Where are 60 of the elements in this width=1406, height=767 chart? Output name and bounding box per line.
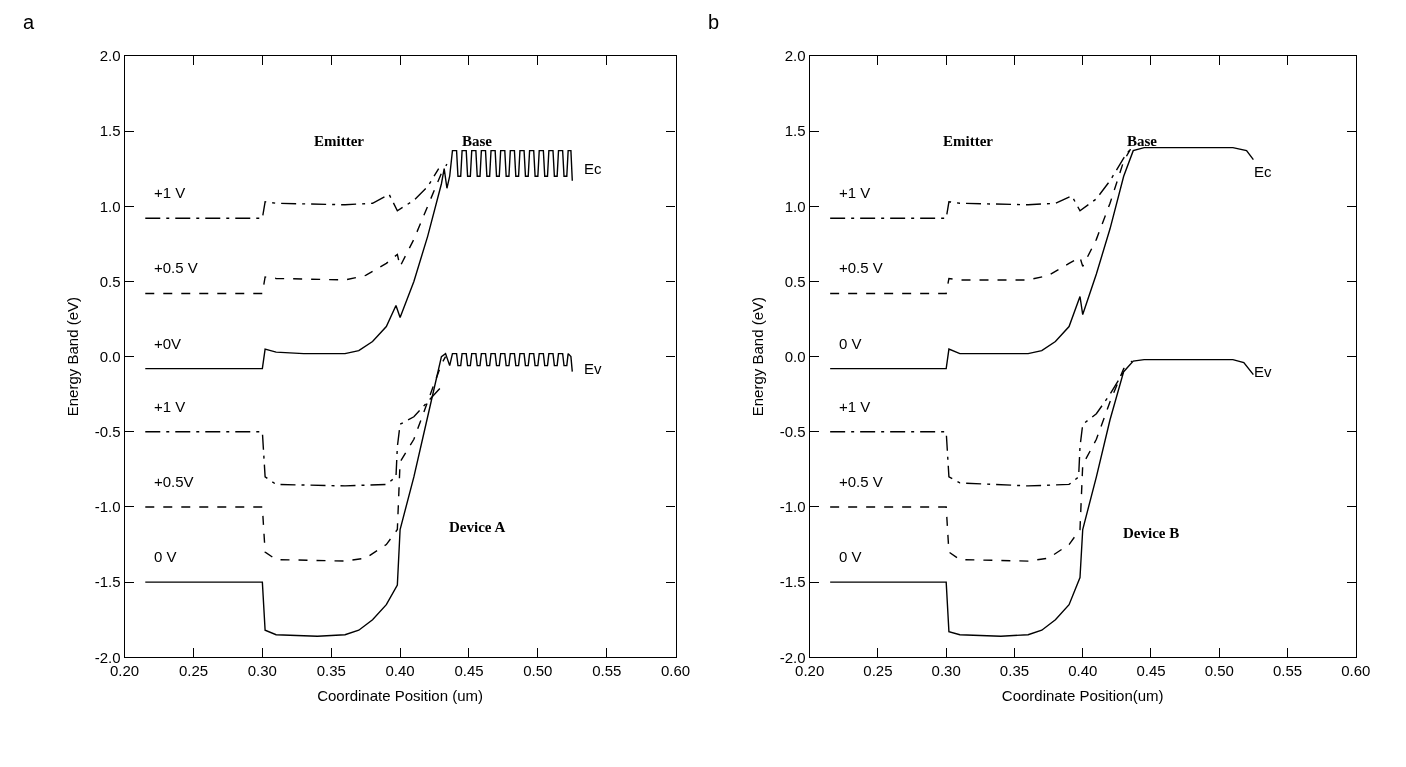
y-tick-label: 0.5	[99, 272, 121, 290]
annotation: Ev	[584, 360, 602, 377]
series-label: +0V	[154, 335, 182, 352]
series-label: 0 V	[154, 548, 177, 565]
series-label: +1 V	[839, 398, 871, 415]
x-axis-title: Coordinate Position(um)	[1001, 687, 1164, 705]
y-tick-label: 1.5	[784, 122, 806, 140]
x-tick-label: 0.55	[592, 662, 622, 680]
y-tick-label: 0.0	[784, 347, 806, 365]
x-tick-label: 0.40	[1068, 662, 1098, 680]
x-tick-label: 0.60	[1341, 662, 1371, 680]
y-tick-label: 2.0	[99, 47, 121, 65]
y-tick-label: 1.0	[784, 197, 806, 215]
y-tick-label: -1.5	[94, 573, 121, 591]
x-tick-label: 0.35	[316, 662, 346, 680]
y-tick-label: -1.5	[779, 573, 806, 591]
chart-title: a	[23, 11, 35, 33]
chart-title: b	[708, 11, 720, 33]
y-tick-label: 1.5	[99, 122, 121, 140]
annotation: Device B	[1123, 525, 1180, 541]
x-tick-label: 0.50	[1204, 662, 1234, 680]
x-tick-label: 0.45	[1136, 662, 1166, 680]
x-tick-label: 0.25	[863, 662, 893, 680]
x-tick-label: 0.30	[931, 662, 961, 680]
series-label: +1 V	[154, 184, 186, 201]
series-label: +0.5 V	[839, 259, 883, 276]
annotation: Device A	[449, 519, 506, 535]
y-tick-label: 0.0	[99, 347, 121, 365]
x-tick-label: 0.25	[178, 662, 209, 680]
series-label: +0.5 V	[154, 259, 198, 276]
y-tick-label: -1.0	[94, 498, 121, 516]
y-tick-label: -1.0	[779, 498, 806, 516]
annotation: Base	[1127, 133, 1158, 149]
y-tick-label: 2.0	[784, 47, 806, 65]
y-tick-label: -0.5	[94, 423, 121, 441]
x-tick-label: 0.50	[523, 662, 553, 680]
y-axis-title: Energy Band (eV)	[63, 297, 81, 417]
annotation: Emitter	[314, 133, 365, 149]
x-tick-label: 0.55	[1272, 662, 1303, 680]
series-label: +0.5 V	[839, 473, 883, 490]
series-label: +1 V	[839, 184, 871, 201]
annotation: Ec	[1254, 163, 1272, 180]
annotation: Base	[462, 133, 493, 149]
series-label: 0 V	[839, 335, 862, 352]
y-tick-label: -0.5	[779, 423, 806, 441]
y-tick-label: 0.5	[784, 272, 806, 290]
annotation: Ev	[1254, 363, 1272, 380]
x-tick-label: 0.60	[661, 662, 691, 680]
y-tick-label: 1.0	[99, 197, 121, 215]
x-tick-label: 0.40	[385, 662, 415, 680]
x-axis-title: Coordinate Position (um)	[317, 687, 484, 705]
x-tick-label: 0.35	[999, 662, 1030, 680]
series-label: +0.5V	[154, 473, 194, 490]
annotation: Ec	[584, 160, 602, 177]
series-label: 0 V	[839, 548, 862, 565]
y-axis-title: Energy Band (eV)	[748, 297, 766, 417]
series-label: +1 V	[154, 398, 186, 415]
annotation: Emitter	[943, 133, 994, 149]
x-tick-label: 0.30	[247, 662, 277, 680]
x-tick-label: 0.45	[454, 662, 484, 680]
